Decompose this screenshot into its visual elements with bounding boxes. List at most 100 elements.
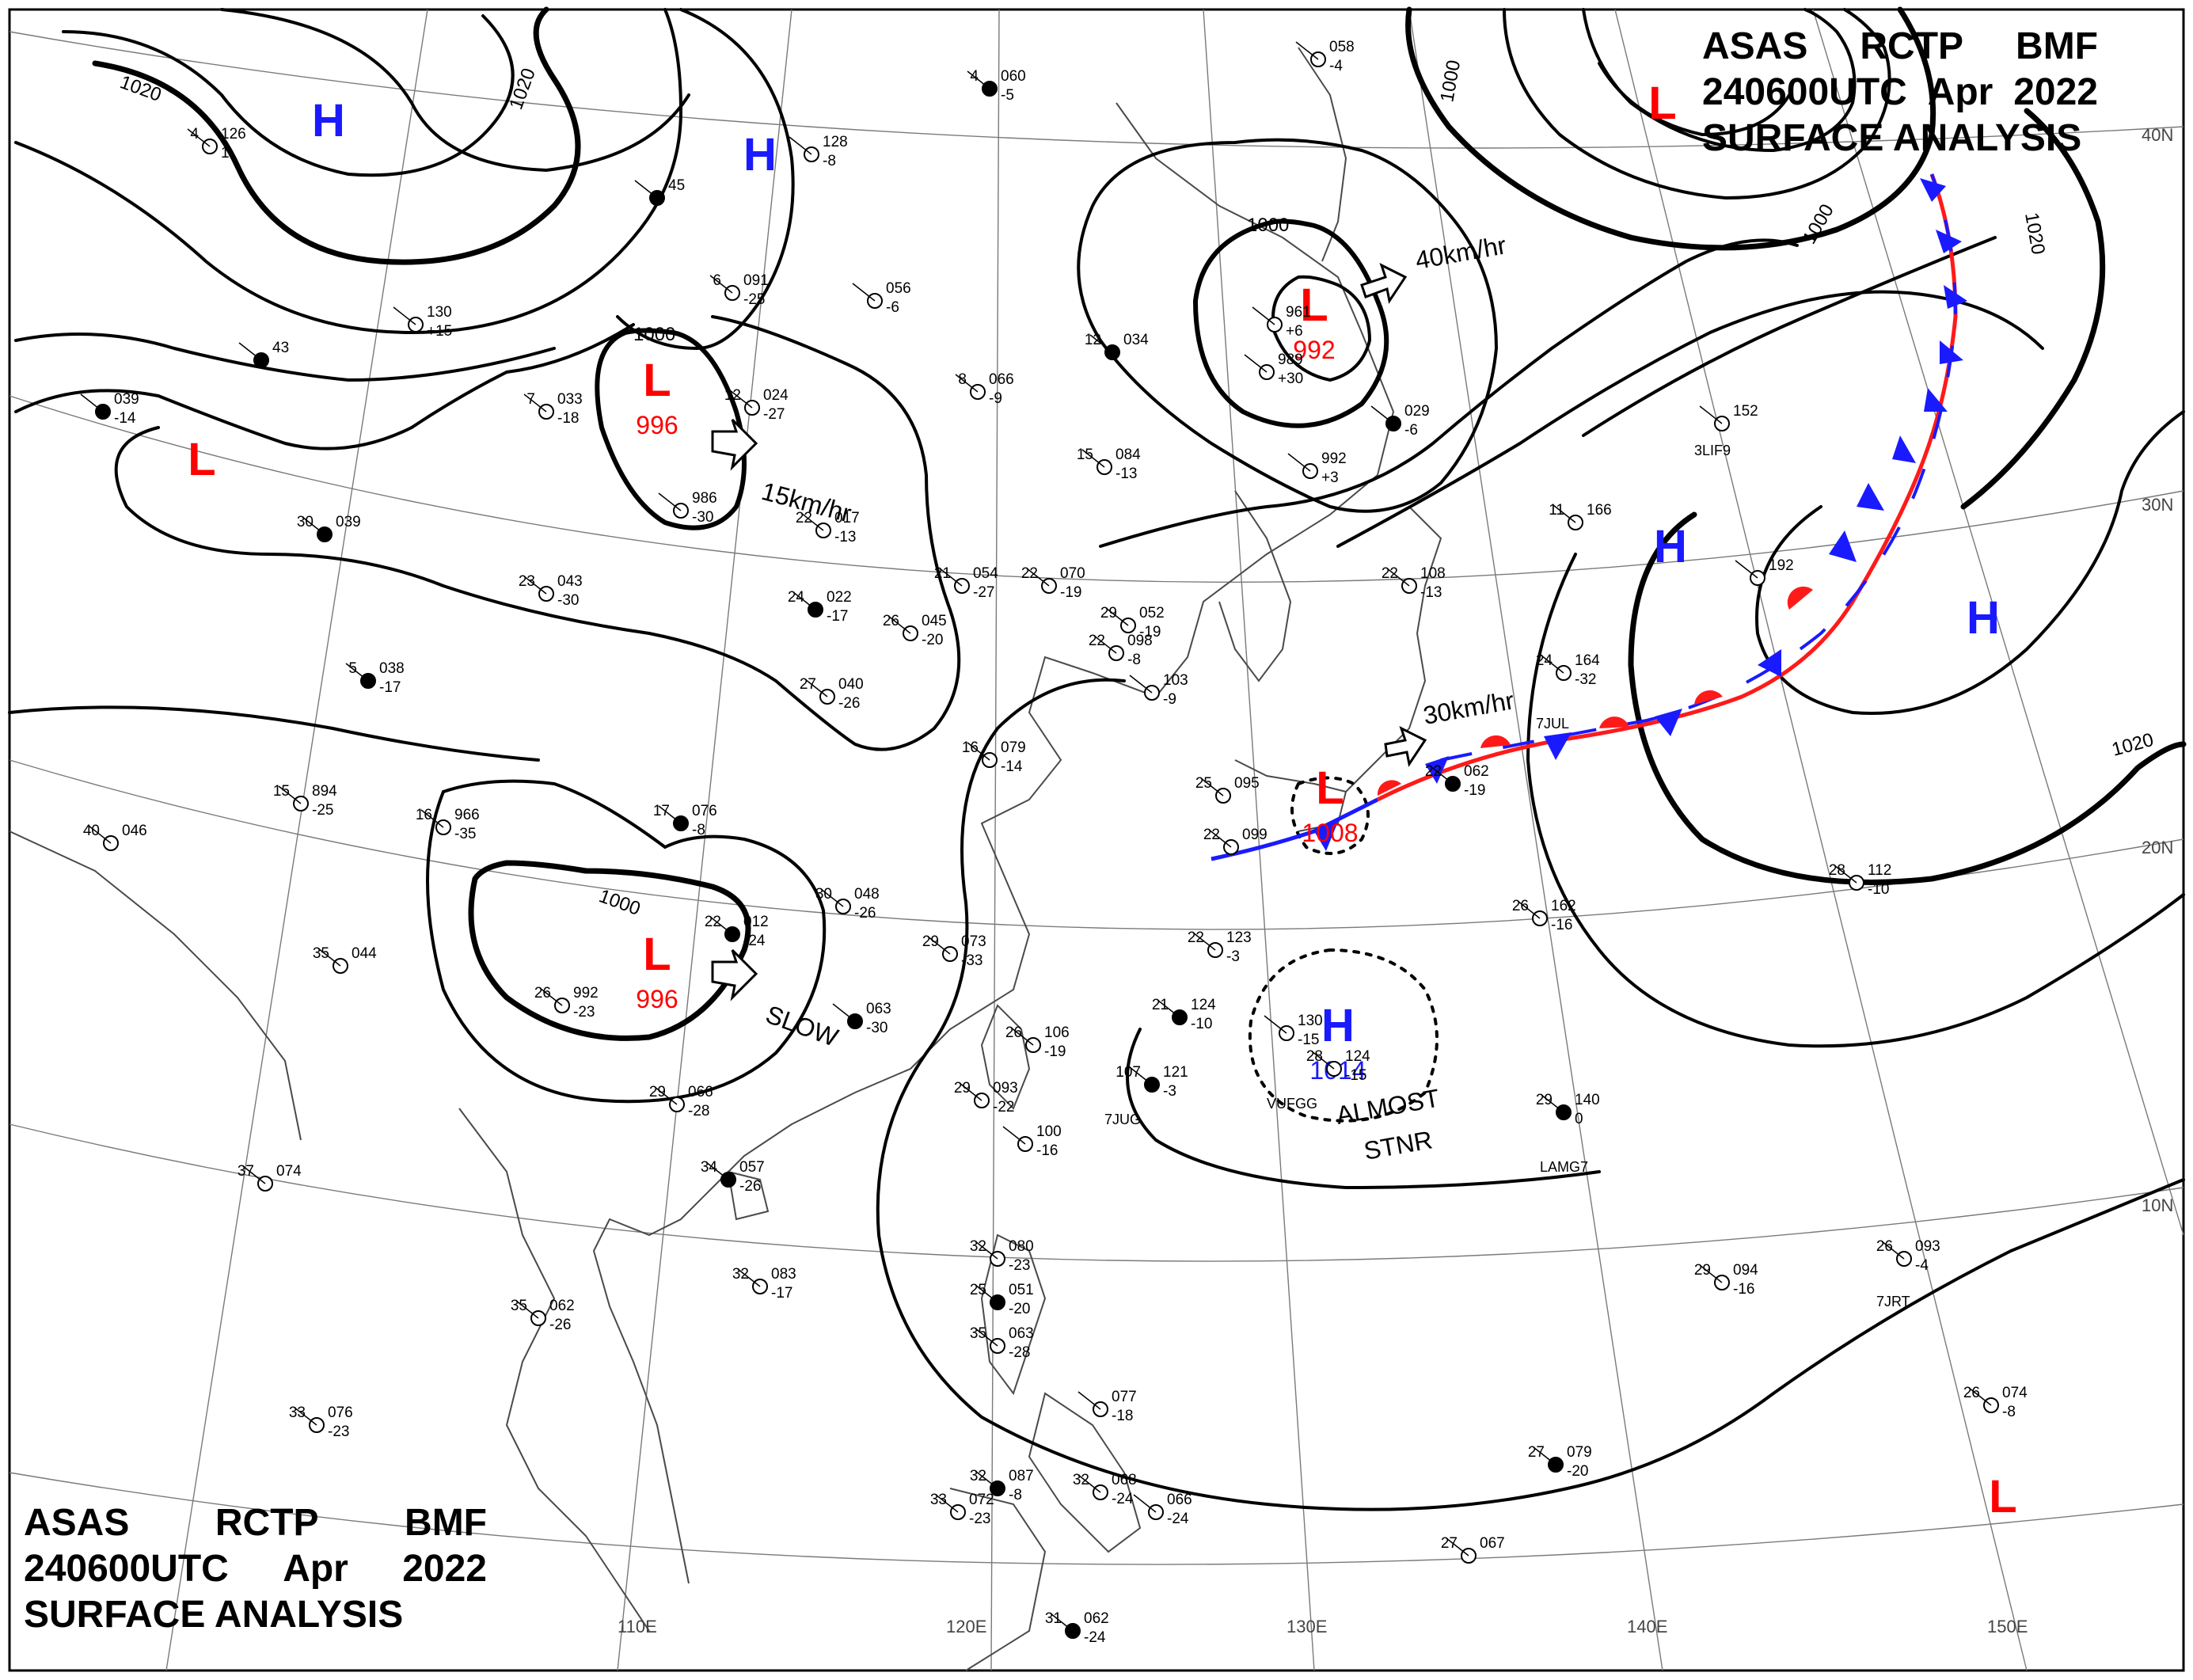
isobar <box>62 14 515 177</box>
station-d: +3 <box>1321 469 1339 486</box>
station-plot: 25 051 -20 <box>970 1282 1034 1317</box>
station-p: 164 <box>1575 652 1600 669</box>
pressure-center-value: 996 <box>636 985 678 1013</box>
station-t: 107 <box>1116 1064 1141 1081</box>
station-plot: 26 162 -16 <box>1512 898 1576 933</box>
station-d: -24 <box>743 933 766 949</box>
station-plot: 992+3 <box>1287 450 1347 486</box>
warm-front-bump <box>1787 586 1813 610</box>
station-p: 083 <box>771 1266 796 1283</box>
wind-barb <box>1264 1015 1287 1034</box>
parallel-20n <box>9 759 2184 930</box>
wind-barb <box>1386 568 1410 587</box>
station-plot: 26 045 -20 <box>883 613 947 648</box>
parallel-30n <box>9 395 2184 583</box>
station-p: 057 <box>739 1159 765 1176</box>
latitude-label-20n: 20N <box>2142 838 2173 857</box>
latitude-label-10n: 10N <box>2142 1195 2173 1215</box>
station-d: -20 <box>922 632 943 648</box>
station-p: 084 <box>1116 447 1141 463</box>
station-plot: 22 017 -13 <box>796 510 860 545</box>
station-p: 126 <box>221 126 246 143</box>
title-station: RCTP <box>1860 25 1964 67</box>
isobar <box>114 315 961 751</box>
station-d: -19 <box>1060 584 1081 601</box>
station-p: 087 <box>1009 1468 1034 1484</box>
station-t: 22 <box>796 510 812 526</box>
station-p: 992 <box>573 985 599 1002</box>
low-pressure-marker: L <box>1316 762 1344 814</box>
station-p: 112 <box>1868 862 1891 879</box>
station-plot: 15 084 -13 <box>1077 447 1141 482</box>
isobar <box>14 8 683 335</box>
station-plot: 32 080 -23 <box>970 1238 1034 1274</box>
motion-arrow <box>711 418 758 471</box>
station-d: -4 <box>1915 1257 1929 1274</box>
wind-barb <box>737 1268 761 1287</box>
wind-barb <box>1735 560 1758 579</box>
station-d: +30 <box>1278 371 1303 387</box>
station-p: 062 <box>1084 1610 1109 1627</box>
station-code: LAMG7 <box>1540 1159 1588 1175</box>
station-t: 24 <box>1536 652 1553 669</box>
station-d: -19 <box>1044 1043 1066 1060</box>
station-p: 066 <box>688 1084 713 1100</box>
station-d: -3 <box>1163 1083 1176 1100</box>
station-plot: 077-18 <box>1077 1389 1137 1424</box>
station-t: 29 <box>649 1084 666 1100</box>
station-plot: 986-30 <box>658 490 717 526</box>
station-d: -23 <box>1009 1257 1030 1274</box>
wind-barb <box>523 576 547 595</box>
wind-barb <box>1881 1241 1905 1260</box>
station-d: +15 <box>427 323 452 340</box>
coast-philippines-luzon <box>980 1233 1047 1396</box>
wind-barb <box>975 1284 998 1303</box>
station-plot: 26 093 -4 <box>1876 1238 1940 1274</box>
misc-codes: VUFGG LAMG7 7JRT 7JUL 7JUG 3LIF9 <box>1104 443 1910 1309</box>
station-d: -35 <box>454 826 476 842</box>
warm-front-bump <box>1480 735 1511 748</box>
station-p: 43 <box>272 340 289 356</box>
isobar-1020-east <box>1628 511 2187 885</box>
station-d: -15 <box>1298 1032 1319 1048</box>
station-d: -17 <box>771 1285 792 1302</box>
title-line-2: 240600UTC Apr 2022 <box>24 1546 487 1592</box>
meridian-140e <box>1408 9 1663 1671</box>
coast-taiwan <box>980 1004 1031 1110</box>
meridian-120e <box>990 9 1000 1671</box>
station-p: 966 <box>454 807 480 823</box>
wind-barb <box>88 825 112 844</box>
station-t: 6 <box>713 272 721 289</box>
station-plot: 27 040 -26 <box>800 676 864 712</box>
station-d: -8 <box>2002 1404 2016 1420</box>
motion-arrow <box>711 948 758 1002</box>
station-d: -20 <box>1567 1463 1588 1480</box>
high-pressure-marker: H <box>1654 521 1687 572</box>
wind-barb <box>792 591 816 610</box>
wind-barb <box>1446 1537 1469 1556</box>
station-t: 35 <box>970 1325 986 1342</box>
station-plot: 35 062 -26 <box>511 1298 575 1333</box>
isobar <box>8 705 540 762</box>
wind-barb <box>1968 1387 1992 1406</box>
station-t: 30 <box>297 514 314 530</box>
station-t: 22 <box>1188 929 1204 946</box>
station-t: 5 <box>348 660 357 677</box>
cold-front-triangle <box>1829 530 1857 562</box>
station-code: 7JUL <box>1536 716 1569 732</box>
station-p: 124 <box>1191 997 1216 1013</box>
station-p: 093 <box>993 1080 1018 1097</box>
station-d: -26 <box>739 1178 761 1195</box>
title-code: BMF <box>2016 25 2098 67</box>
station-t: 28 <box>1306 1048 1323 1065</box>
station-d: -8 <box>1009 1487 1022 1503</box>
station-p: 052 <box>1139 605 1165 621</box>
station-t: 12 <box>724 387 741 404</box>
station-plot: 16 079 -14 <box>962 739 1026 775</box>
title-time: 240600UTC <box>1702 71 1907 113</box>
station-code: 3LIF9 <box>1694 443 1731 458</box>
wind-barb <box>1026 568 1050 587</box>
station-t: 8 <box>958 371 967 388</box>
title-station: RCTP <box>215 1502 319 1544</box>
wind-barb <box>1699 405 1723 424</box>
